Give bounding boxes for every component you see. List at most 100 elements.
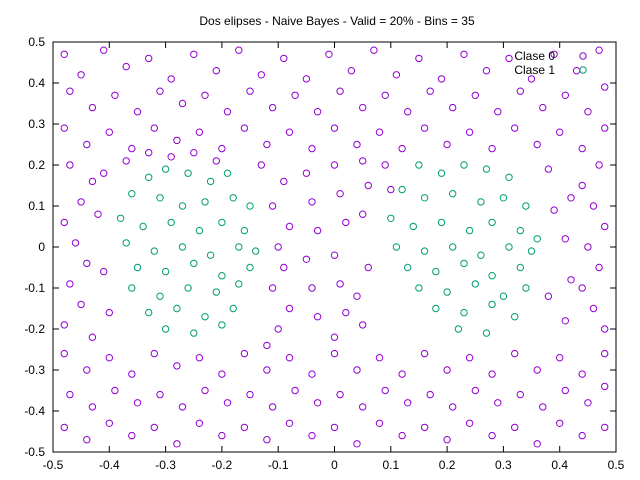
legend-marker — [579, 66, 587, 74]
data-point-series-0 — [494, 399, 502, 407]
data-point-series-0 — [195, 419, 204, 427]
data-point-series-0 — [544, 165, 553, 173]
data-point-series-0 — [122, 62, 130, 71]
data-point-series-0 — [426, 390, 434, 399]
data-point-series-0 — [60, 423, 69, 432]
data-point-series-0 — [263, 341, 271, 350]
data-point-series-0 — [195, 128, 204, 136]
data-point-series-1 — [415, 161, 423, 169]
data-point-series-1 — [252, 247, 260, 255]
data-point-series-0 — [465, 128, 474, 136]
data-point-series-1 — [173, 304, 181, 313]
data-point-series-0 — [578, 284, 586, 292]
data-point-series-0 — [572, 67, 581, 75]
data-point-series-0 — [601, 349, 609, 358]
data-point-series-0 — [285, 222, 294, 231]
data-point-series-1 — [527, 247, 536, 255]
data-point-series-1 — [161, 267, 170, 276]
data-point-series-1 — [505, 173, 513, 182]
data-point-series-0 — [359, 210, 367, 218]
data-point-series-0 — [325, 50, 333, 58]
data-point-series-0 — [308, 370, 316, 378]
data-point-series-1 — [145, 308, 153, 317]
data-point-series-0 — [336, 280, 344, 288]
data-point-series-0 — [471, 386, 479, 395]
data-point-series-0 — [190, 149, 198, 157]
data-point-series-0 — [567, 276, 575, 284]
y-tick-label: 0.4 — [28, 76, 45, 90]
data-point-series-0 — [488, 144, 496, 153]
data-point-series-1 — [477, 198, 485, 206]
data-point-series-0 — [240, 423, 249, 432]
data-point-series-0 — [223, 399, 232, 407]
data-point-series-0 — [111, 386, 119, 395]
data-point-series-0 — [88, 177, 97, 186]
data-point-series-0 — [415, 54, 423, 63]
data-point-series-1 — [488, 218, 496, 227]
data-point-series-0 — [280, 54, 288, 63]
data-point-series-1 — [420, 247, 429, 255]
data-point-series-1 — [235, 280, 243, 288]
data-point-series-0 — [443, 140, 451, 149]
data-point-series-1 — [460, 161, 468, 169]
data-point-series-0 — [291, 91, 299, 100]
data-point-series-0 — [83, 366, 91, 374]
data-point-series-0 — [347, 67, 356, 75]
data-point-series-0 — [437, 75, 446, 83]
data-point-series-0 — [353, 440, 361, 448]
data-point-series-1 — [516, 226, 524, 235]
data-point-series-1 — [139, 222, 147, 231]
data-point-series-0 — [589, 202, 598, 210]
data-point-series-0 — [60, 321, 69, 329]
data-point-series-0 — [353, 366, 361, 374]
y-tick-label: -0.5 — [24, 445, 45, 459]
data-point-series-0 — [353, 292, 361, 300]
data-point-series-0 — [274, 243, 282, 251]
data-point-series-0 — [387, 185, 395, 194]
data-point-series-0 — [178, 99, 187, 108]
data-point-series-1 — [178, 243, 187, 251]
data-point-series-1 — [145, 173, 153, 182]
data-point-series-0 — [223, 108, 232, 116]
data-point-series-1 — [533, 235, 541, 243]
data-point-series-0 — [460, 50, 468, 58]
data-point-series-0 — [66, 87, 74, 95]
data-point-series-1 — [218, 272, 226, 280]
data-point-series-0 — [330, 161, 339, 169]
data-point-series-0 — [212, 67, 221, 75]
data-point-series-0 — [285, 128, 294, 136]
data-point-series-0 — [404, 399, 412, 407]
data-point-series-0 — [359, 157, 367, 165]
data-point-series-0 — [173, 136, 181, 145]
data-point-series-0 — [364, 181, 372, 190]
data-point-series-0 — [601, 222, 609, 231]
data-point-series-1 — [201, 313, 209, 321]
legend-label: Clase 1 — [514, 63, 555, 77]
data-point-series-1 — [499, 194, 508, 202]
y-tick-label: 0 — [38, 240, 45, 254]
data-point-series-0 — [420, 349, 429, 358]
data-point-series-0 — [449, 403, 457, 411]
data-point-series-0 — [100, 46, 108, 54]
data-point-series-0 — [133, 108, 142, 116]
data-point-series-0 — [173, 440, 181, 448]
data-point-series-1 — [156, 194, 164, 202]
data-point-series-1 — [398, 185, 406, 194]
data-point-series-0 — [83, 259, 91, 268]
data-point-series-0 — [308, 144, 316, 153]
data-point-series-0 — [240, 124, 249, 132]
data-point-series-1 — [212, 288, 221, 296]
x-tick-label: 0.5 — [608, 458, 625, 472]
data-point-series-0 — [330, 124, 339, 132]
data-point-series-1 — [437, 169, 446, 177]
data-point-series-0 — [167, 75, 175, 83]
data-point-series-1 — [432, 267, 440, 276]
data-point-series-1 — [184, 169, 192, 177]
data-point-series-0 — [426, 87, 434, 95]
data-point-series-1 — [432, 304, 440, 313]
data-point-series-0 — [561, 91, 569, 100]
data-point-series-0 — [66, 280, 74, 288]
data-point-series-1 — [387, 214, 395, 223]
data-point-series-0 — [404, 108, 412, 116]
chart-title: Dos elipses - Naive Bayes - Valid = 20% … — [199, 14, 475, 28]
